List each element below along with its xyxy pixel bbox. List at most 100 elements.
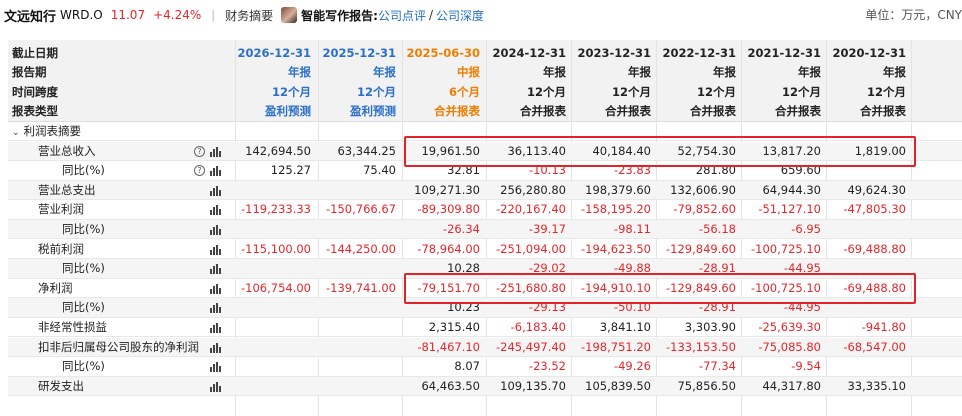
table-cell: -49.88 — [613, 261, 651, 276]
table-cell: -194,623.50 — [581, 241, 651, 256]
bar-chart-icon[interactable] — [210, 244, 222, 255]
table-cell: -158,195.20 — [581, 202, 651, 217]
table-cell: 12个月 — [271, 84, 311, 99]
table-cell: 125.27 — [270, 163, 311, 178]
table-cell: -150,766.67 — [326, 202, 396, 217]
help-icon[interactable]: ? — [194, 145, 205, 157]
bar-chart-icon[interactable] — [210, 303, 222, 314]
table-cell: 44,317.80 — [762, 378, 821, 393]
row-label: 营业利润 — [38, 202, 84, 217]
table-cell: -251,094.00 — [496, 241, 566, 256]
table-cell: 3,303.90 — [684, 319, 736, 334]
bar-chart-icon[interactable] — [210, 185, 222, 196]
table-cell: 12个月 — [611, 84, 651, 99]
table-cell: 1,819.00 — [854, 143, 906, 158]
section-toggle-income[interactable]: ⌄ 利润表摘要 — [8, 122, 962, 142]
header-row: 报表类型 盈利预测 盈利预测 合并报表 合并报表 合并报表 合并报表 合并报表 合并报表 — [8, 102, 962, 122]
row-label: 净利润 — [38, 280, 73, 295]
revenue-highlight — [404, 135, 916, 168]
bar-chart-icon[interactable] — [210, 224, 222, 235]
table-cell: -79,151.70 — [417, 280, 480, 295]
table-row[interactable]: 营业总收入? 142,694.50 63,344.25 19,961.50 36,113… — [8, 141, 962, 162]
table-row[interactable]: 非经常性损益 2,315.40 -6,183.40 3,841.10 3,303.90 -… — [8, 318, 962, 338]
table-cell: -100,725.10 — [751, 241, 821, 256]
table-cell: 198,379.60 — [585, 182, 651, 197]
header-row-label: 时间跨度 — [12, 84, 58, 99]
row-label: 营业总收入 — [38, 143, 96, 158]
bar-chart-icon[interactable] — [210, 283, 222, 294]
table-cell: 64,463.50 — [421, 378, 480, 393]
table-row[interactable]: 同比(%) -26.34 -39.17 -98.11 -56.18 -6.95 — [8, 219, 962, 240]
table-cell: -245,497.40 — [496, 339, 566, 354]
table-cell: -106,754.00 — [241, 280, 311, 295]
table-cell: -6,183.40 — [510, 319, 566, 334]
table-cell: -47,805.30 — [843, 202, 906, 217]
bar-chart-icon[interactable] — [210, 264, 222, 275]
table-cell: 256,280.80 — [500, 182, 566, 197]
bar-chart-icon[interactable] — [210, 166, 222, 177]
bar-chart-icon[interactable] — [210, 146, 222, 157]
table-cell: -220,167.40 — [496, 202, 566, 217]
header-row: 截止日期 2026-12-31 2025-12-31 2025-06-30 2024-1… — [8, 44, 962, 64]
table-cell: 36,113.40 — [507, 143, 566, 158]
link-divider: / — [428, 8, 434, 22]
row-label: 同比(%) — [62, 163, 105, 178]
table-cell: -251,680.80 — [496, 280, 566, 295]
table-cell: -75,085.80 — [758, 339, 821, 354]
chevron-down-icon[interactable]: ⌄ — [12, 127, 20, 138]
table-cell: 75,856.50 — [677, 378, 736, 393]
table-cell: 2025-06-30 — [406, 45, 480, 60]
row-label: 同比(%) — [62, 300, 105, 315]
table-row[interactable]: 净利润 -106,754.00 -139,741.00 -79,151.70 -251,… — [8, 279, 962, 299]
table-cell: -39.17 — [528, 221, 566, 236]
table-cell: -25,639.30 — [758, 319, 821, 334]
table-cell: -198,751.20 — [581, 339, 651, 354]
table-header-panel — [8, 40, 962, 122]
table-row[interactable]: 营业总支出 109,271.30 256,280.80 198,379.60 132,6… — [8, 180, 962, 201]
table-cell: -98.11 — [613, 221, 651, 236]
table-cell: 2023-12-31 — [577, 45, 651, 60]
table-cell: 52,754.30 — [677, 143, 736, 158]
table-cell: -144,250.00 — [326, 241, 396, 256]
table-cell: 12个月 — [356, 84, 396, 99]
table-cell: 中报 — [457, 65, 480, 80]
company-depth-link[interactable]: 公司深度 — [436, 8, 485, 23]
bar-chart-icon[interactable] — [210, 342, 222, 353]
row-label: 非经常性损益 — [38, 319, 107, 334]
table-cell: 2022-12-31 — [662, 45, 736, 60]
table-cell: 6个月 — [448, 84, 480, 99]
company-review-link[interactable]: 公司点评 — [377, 8, 426, 23]
section-header[interactable]: ⌄ 利润表摘要 — [12, 122, 81, 144]
table-cell: 105,839.50 — [585, 378, 651, 393]
table-row[interactable]: 研发支出 64,463.50 109,135.70 105,839.50 75,856.… — [8, 376, 962, 397]
table-cell: -115,100.00 — [241, 241, 311, 256]
table-cell: -119,233.33 — [241, 202, 311, 217]
header-row: 报告期 年报 年报 中报 年报 年报 年报 年报 年报 — [8, 63, 962, 83]
table-cell: -79,852.60 — [673, 202, 736, 217]
bar-chart-icon[interactable] — [210, 381, 222, 392]
table-cell: -100,725.10 — [751, 280, 821, 295]
table-row[interactable]: 营业利润 -119,233.33 -150,766.67 -89,309.80 -220… — [8, 200, 962, 220]
table-row[interactable]: 同比(%) 8.07 -23.52 -49.26 -77.34 -9.54 — [8, 357, 962, 377]
header-row-label: 截止日期 — [12, 45, 58, 60]
table-cell: -51,127.10 — [758, 202, 821, 217]
table-cell: 8.07 — [454, 359, 480, 374]
table-cell: -44.95 — [783, 261, 821, 276]
table-cell: 合并报表 — [520, 104, 566, 119]
table-cell: 3,841.10 — [599, 319, 651, 334]
table-row[interactable]: 扣非后归属母公司股东的净利润 -81,467.10 -245,497.40 -198,… — [8, 337, 962, 358]
smart-report-label: 智能写作报告: — [301, 8, 378, 23]
company-name[interactable]: 文远知行 — [4, 9, 57, 25]
unit-label: 单位：万元，CNY — [865, 8, 962, 22]
table-cell: 盈利预测 — [350, 104, 396, 119]
table-cell: 2020-12-31 — [832, 45, 906, 60]
table-row[interactable]: 税前利润 -115,100.00 -144,250.00 -78,964.00 -251… — [8, 240, 962, 260]
table-cell: -69,488.80 — [843, 280, 906, 295]
bar-chart-icon[interactable] — [210, 205, 222, 216]
help-icon[interactable]: ? — [194, 165, 205, 177]
bar-chart-icon[interactable] — [210, 362, 222, 373]
table-cell: -29.02 — [528, 261, 566, 276]
table-cell: 合并报表 — [605, 104, 651, 119]
table-cell: -133,153.50 — [666, 339, 736, 354]
bar-chart-icon[interactable] — [210, 322, 222, 333]
